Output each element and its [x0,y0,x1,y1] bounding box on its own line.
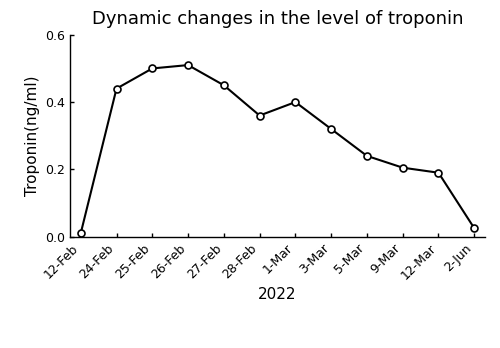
Y-axis label: Troponin(ng/ml): Troponin(ng/ml) [24,76,40,196]
Title: Dynamic changes in the level of troponin: Dynamic changes in the level of troponin [92,10,463,28]
X-axis label: 2022: 2022 [258,287,297,302]
